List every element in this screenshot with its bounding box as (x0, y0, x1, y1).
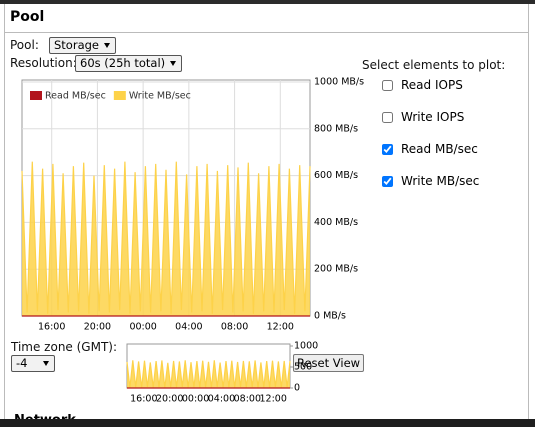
series-line (21, 161, 311, 314)
x-tick-label: 04:00 (175, 322, 202, 333)
bottom-bar (0, 419, 535, 427)
y-tick-label: 0 MB/s (314, 311, 346, 322)
pool-label: Pool: (10, 38, 39, 52)
legend-swatch (30, 91, 42, 100)
checkbox-row[interactable]: Write MB/sec (382, 174, 479, 188)
checkbox-label: Read IOPS (401, 78, 463, 92)
y-tick-label: 200 MB/s (314, 264, 358, 275)
legend-swatch (113, 91, 126, 100)
y-tick-label: 400 MB/s (314, 217, 358, 228)
resolution-value: 60s (25h total) (80, 56, 166, 70)
x-tick-label: 20:00 (84, 322, 111, 333)
y-tick-label: 1000 (294, 341, 318, 352)
checkbox-row[interactable]: Read IOPS (382, 78, 463, 92)
series-line (126, 360, 291, 388)
x-tick-label: 08:00 (221, 322, 248, 333)
timezone-value: -4 (16, 356, 28, 370)
checkbox-label: Write IOPS (401, 110, 465, 124)
checkbox-row[interactable]: Read MB/sec (382, 142, 478, 156)
x-tick-label: 16:00 (38, 322, 65, 333)
checkbox-label: Read MB/sec (401, 142, 478, 156)
plot-label: Select elements to plot: (362, 58, 506, 72)
x-tick-label: 20:00 (156, 394, 183, 405)
checkbox[interactable] (382, 79, 393, 91)
checkbox-row[interactable]: Write IOPS (382, 110, 464, 124)
x-tick-label: 00:00 (129, 322, 156, 333)
y-tick-label: 500 (294, 362, 312, 373)
resolution-label: Resolution: (10, 56, 77, 70)
pool-value: Storage (54, 38, 99, 52)
panel-title: Pool (10, 9, 45, 25)
resolution-select[interactable]: 60s (25h total) (75, 55, 183, 72)
pool-select[interactable]: Storage (49, 37, 116, 54)
panel (4, 4, 529, 422)
checkbox[interactable] (382, 175, 393, 187)
legend-label: Read MB/sec (45, 91, 106, 102)
x-tick-label: 00:00 (182, 394, 209, 405)
x-tick-label: 08:00 (234, 394, 261, 405)
checkbox[interactable] (382, 111, 393, 123)
legend-label: Write MB/sec (129, 91, 191, 102)
y-tick-label: 800 MB/s (314, 123, 358, 134)
checkbox[interactable] (382, 143, 393, 155)
header-rule (5, 32, 528, 33)
area-fill (22, 161, 310, 316)
reset-view-button[interactable]: Reset View (293, 354, 365, 372)
checkbox-label: Write MB/sec (401, 174, 480, 188)
timezone-label: Time zone (GMT): (11, 340, 118, 354)
x-tick-label: 12:00 (267, 322, 294, 333)
x-tick-label: 12:00 (259, 394, 286, 405)
timezone-select[interactable]: -4 (11, 355, 55, 372)
x-tick-label: 16:00 (130, 394, 157, 405)
top-bar (0, 0, 535, 4)
y-tick-label: 600 MB/s (314, 170, 358, 181)
y-tick-label: 1000 MB/s (314, 77, 364, 88)
x-tick-label: 04:00 (208, 394, 235, 405)
y-tick-label: 0 (294, 383, 300, 394)
